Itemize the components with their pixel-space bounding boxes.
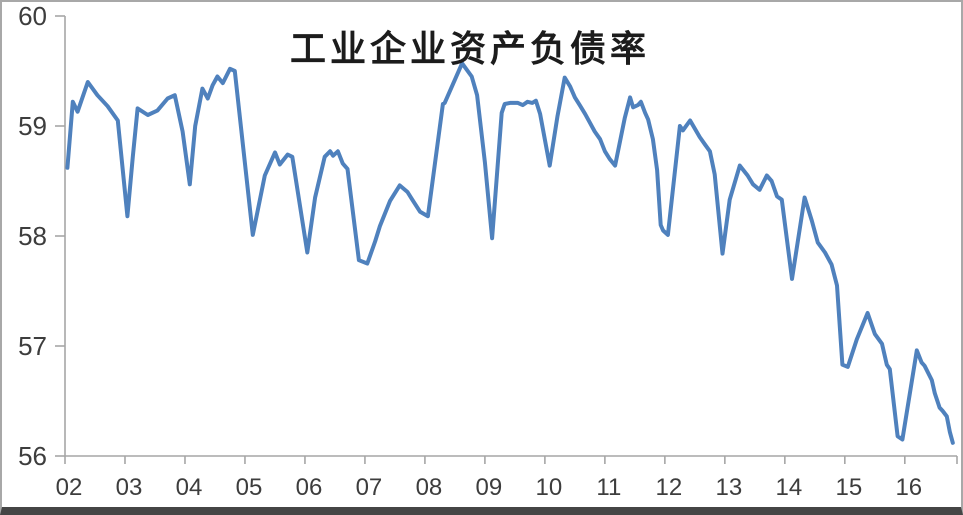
x-tick-label: 02 xyxy=(56,474,83,501)
y-tick-label: 59 xyxy=(18,111,47,141)
x-tick-label: 08 xyxy=(416,474,443,501)
y-tick-label: 60 xyxy=(18,1,47,31)
y-tick-label: 58 xyxy=(18,221,47,251)
x-tick-label: 12 xyxy=(656,474,683,501)
x-tick-label: 14 xyxy=(775,474,802,501)
x-tick-label: 11 xyxy=(596,474,621,501)
x-tick-label: 04 xyxy=(176,474,203,501)
x-tick-label: 13 xyxy=(716,474,743,501)
x-tick-label: 09 xyxy=(476,474,503,501)
x-tick-label: 10 xyxy=(536,474,563,501)
chart-title: 工业企业资产负债率 xyxy=(289,28,650,69)
x-tick-label: 06 xyxy=(296,474,323,501)
axes xyxy=(64,16,957,457)
x-tick-label: 15 xyxy=(835,474,862,501)
data-series-line xyxy=(65,61,955,445)
x-tick-label: 16 xyxy=(895,474,922,501)
x-tick-label: 07 xyxy=(356,474,383,501)
y-tick-label: 56 xyxy=(18,441,47,471)
x-tick-label: 03 xyxy=(116,474,143,501)
x-tick-label: 05 xyxy=(236,474,263,501)
y-tick-label: 57 xyxy=(18,331,47,361)
